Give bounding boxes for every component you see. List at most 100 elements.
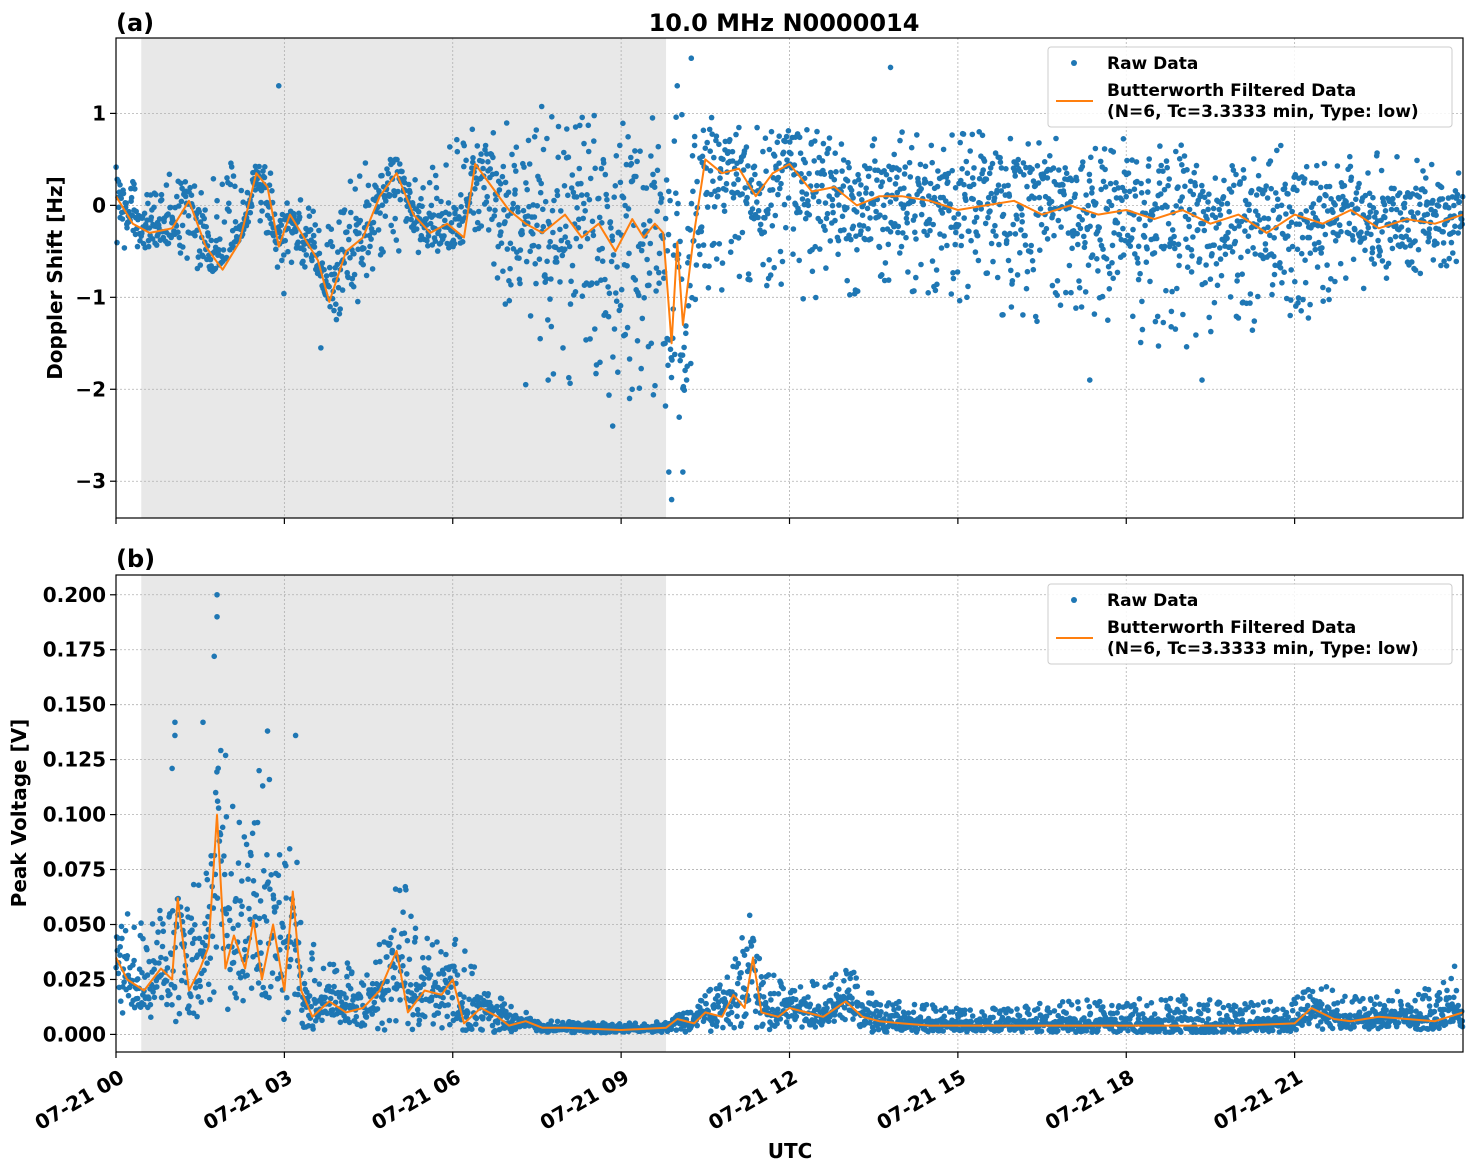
raw-point [1119,197,1125,204]
raw-point [425,955,432,961]
raw-point [1271,253,1277,260]
raw-point [579,293,586,300]
raw-point [417,984,424,991]
raw-point [415,249,422,256]
raw-point [1023,285,1030,292]
raw-point [1216,999,1223,1006]
raw-point [1224,200,1231,207]
raw-point [232,183,238,190]
raw-point [500,268,506,275]
raw-point [764,210,771,217]
raw-point [371,229,378,236]
raw-point [1007,135,1014,142]
raw-point [1051,232,1057,239]
raw-point [116,204,122,211]
raw-point [266,776,273,783]
raw-point [1175,184,1181,190]
raw-point [167,204,174,211]
raw-point [204,960,210,966]
raw-point [177,250,184,256]
raw-point [281,290,287,297]
raw-point [1338,228,1344,235]
raw-point [986,170,993,177]
raw-point [624,263,630,269]
raw-point [913,274,919,281]
raw-point [653,288,659,294]
raw-point [393,1018,399,1024]
raw-point [719,287,725,293]
raw-point [154,939,160,946]
raw-point [828,981,834,988]
raw-point [870,201,877,207]
raw-point [341,207,348,213]
raw-point [445,989,451,996]
raw-point [976,175,983,182]
raw-point [1080,159,1086,165]
raw-point [121,245,128,251]
raw-point [768,128,775,135]
raw-point [244,972,250,979]
raw-point [1169,288,1175,295]
raw-point [698,224,705,230]
raw-point [1374,150,1380,156]
raw-point [1320,284,1326,291]
raw-point [271,909,278,915]
raw-point [683,377,690,383]
raw-point [956,297,963,304]
raw-point [993,233,999,239]
raw-point [385,987,392,994]
raw-point [1131,186,1138,192]
raw-point [445,200,452,206]
raw-point [870,1027,877,1034]
raw-point [778,180,784,187]
raw-point [383,198,389,204]
raw-point [487,166,494,172]
raw-point [1028,242,1034,249]
raw-point [597,359,603,366]
raw-point [538,180,544,187]
raw-point [965,283,971,290]
raw-point [716,241,723,247]
raw-point [352,186,359,192]
raw-point [355,298,361,305]
raw-point [492,1027,498,1034]
raw-point [811,158,817,164]
raw-point [613,290,619,296]
raw-point [611,194,617,200]
raw-point [1136,216,1142,222]
raw-point [819,182,825,189]
raw-point [284,200,290,206]
raw-point [1349,201,1355,208]
raw-point [196,977,203,984]
raw-point [512,187,518,193]
raw-point [1235,315,1242,321]
raw-point [495,1020,501,1026]
raw-point [673,190,679,196]
raw-point [1172,326,1179,332]
raw-point [964,170,971,176]
raw-point [723,180,730,187]
raw-point [848,187,855,194]
raw-point [365,249,372,256]
raw-point [916,181,922,188]
raw-point [232,219,239,225]
raw-point [342,1001,349,1008]
raw-point [729,148,736,155]
raw-point [1019,1028,1025,1035]
raw-point [673,1027,680,1033]
raw-point [927,227,933,234]
raw-point [1025,141,1031,147]
raw-point [145,237,152,244]
raw-point [1116,1003,1122,1009]
raw-point [353,215,359,222]
raw-point [1454,191,1461,198]
raw-point [929,159,935,166]
raw-point [652,382,658,389]
raw-point [126,208,132,215]
raw-point [899,129,905,135]
raw-point [1267,998,1274,1005]
raw-point [968,237,974,244]
raw-point [1282,181,1288,188]
raw-point [384,954,390,960]
raw-point [1267,232,1273,239]
